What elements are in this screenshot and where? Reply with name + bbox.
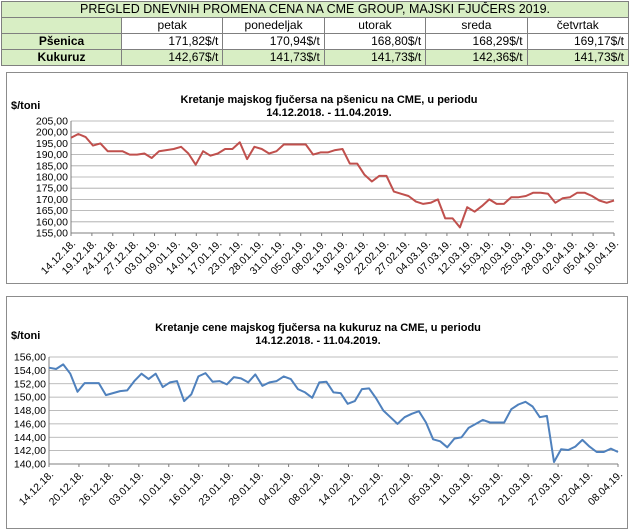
row-label-wheat: Pšenica	[1, 33, 122, 50]
corn-chart: Kretanje cene majskog fjučersa na kukuru…	[6, 296, 628, 529]
price-cell: 141,73$/t	[222, 49, 325, 66]
corn-y-tick-label: 156,00	[14, 352, 46, 364]
wheat-y-tick-label: 205,00	[36, 116, 68, 128]
wheat-y-tick-label: 190,00	[36, 149, 68, 161]
corn-y-tick-label: 150,00	[14, 392, 46, 404]
price-cell: 141,73$/t	[526, 49, 630, 66]
wheat-y-tick-label: 170,00	[36, 194, 68, 206]
day-header: sreda	[425, 17, 528, 34]
price-cell: 169,17$/t	[526, 33, 630, 50]
day-header: utorak	[323, 17, 427, 34]
corn-y-tick-label: 152,00	[14, 378, 46, 390]
price-cell: 168,29$/t	[425, 33, 528, 50]
wheat-series-line	[70, 133, 615, 229]
corn-y-axis-label: $/toni	[11, 330, 40, 342]
day-header: četvrtak	[526, 17, 630, 34]
corn-series-line	[48, 363, 619, 463]
price-cell: 141,73$/t	[323, 49, 427, 66]
corn-chart-svg: Kretanje cene majskog fjučersa na kukuru…	[11, 322, 625, 508]
wheat-chart-svg: Kretanje majskog fjučersa na pšenicu na …	[11, 94, 621, 277]
wheat-y-tick-label: 200,00	[36, 127, 68, 139]
wheat-y-tick-label: 155,00	[36, 228, 68, 240]
wheat-chart-subtitle: 14.12.2018. - 11.04.2019.	[266, 107, 391, 119]
day-header: ponedeljak	[222, 17, 325, 34]
price-cell: 142,36$/t	[425, 49, 528, 66]
row-label-corn: Kukuruz	[1, 49, 122, 66]
corn-y-tick-label: 140,00	[14, 459, 46, 471]
wheat-y-tick-label: 195,00	[36, 138, 68, 150]
corn-y-tick-label: 142,00	[14, 445, 46, 457]
corn-chart-title: Kretanje cene majskog fjučersa na kukuru…	[155, 322, 481, 334]
corn-chart-subtitle: 14.12.2018. - 11.04.2019.	[255, 335, 380, 347]
wheat-y-tick-label: 180,00	[36, 172, 68, 184]
day-header: petak	[120, 17, 224, 34]
price-cell: 170,94$/t	[222, 33, 325, 50]
table-corner-cell	[1, 17, 122, 34]
wheat-y-tick-label: 185,00	[36, 160, 68, 172]
table-row-wheat: Pšenica 171,82$/t 170,94$/t 168,80$/t 16…	[1, 33, 630, 50]
corn-y-tick-label: 146,00	[14, 418, 46, 430]
corn-y-tick-label: 148,00	[14, 405, 46, 417]
price-cell: 142,67$/t	[120, 49, 224, 66]
wheat-y-tick-label: 160,00	[36, 216, 68, 228]
price-cell: 168,80$/t	[323, 33, 427, 50]
wheat-y-tick-label: 165,00	[36, 205, 68, 217]
wheat-y-tick-label: 175,00	[36, 183, 68, 195]
price-cell: 171,82$/t	[120, 33, 224, 50]
wheat-chart: Kretanje majskog fjučersa na pšenicu na …	[6, 72, 628, 284]
table-row-corn: Kukuruz 142,67$/t 141,73$/t 141,73$/t 14…	[1, 49, 630, 66]
corn-y-tick-label: 154,00	[14, 365, 46, 377]
wheat-chart-title: Kretanje majskog fjučersa na pšenicu na …	[180, 94, 477, 106]
price-table: PREGLED DNEVNIH PROMENA CENA NA CME GROU…	[1, 1, 630, 66]
wheat-y-axis-label: $/toni	[11, 100, 40, 112]
corn-y-tick-label: 144,00	[14, 432, 46, 444]
price-table-title: PREGLED DNEVNIH PROMENA CENA NA CME GROU…	[1, 1, 629, 18]
